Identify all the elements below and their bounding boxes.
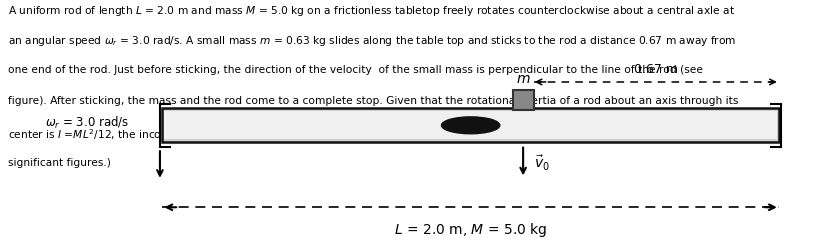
Bar [512, 90, 533, 110]
Text: $m$: $m$ [516, 72, 531, 86]
Text: $L$ = 2.0 m, $M$ = 5.0 kg: $L$ = 2.0 m, $M$ = 5.0 kg [394, 221, 547, 239]
Text: significant figures.): significant figures.) [8, 158, 111, 168]
Text: A uniform rod of length $L$ = 2.0 m and mass $M$ = 5.0 kg on a frictionless tabl: A uniform rod of length $L$ = 2.0 m and … [8, 4, 736, 18]
Text: 0.67 m: 0.67 m [634, 63, 678, 76]
Text: $\omega_r$ = 3.0 rad/s: $\omega_r$ = 3.0 rad/s [45, 115, 129, 131]
Bar [162, 108, 779, 142]
Text: center is $I$ =$ML^2$/12, the incoming speed  of the small mass is (Enter your a: center is $I$ =$ML^2$/12, the incoming s… [8, 127, 740, 143]
Bar [164, 111, 777, 140]
Circle shape [441, 117, 500, 134]
Text: figure). After sticking, the mass and the rod come to a complete stop. Given tha: figure). After sticking, the mass and th… [8, 96, 739, 106]
Text: an angular speed $\omega_r$ = 3.0 rad/s. A small mass $m$ = 0.63 kg slides along: an angular speed $\omega_r$ = 3.0 rad/s.… [8, 34, 736, 48]
Text: $\vec{v}_0$: $\vec{v}_0$ [534, 154, 550, 173]
Text: one end of the rod. Just before sticking, the direction of the velocity  of the : one end of the rod. Just before sticking… [8, 65, 703, 75]
